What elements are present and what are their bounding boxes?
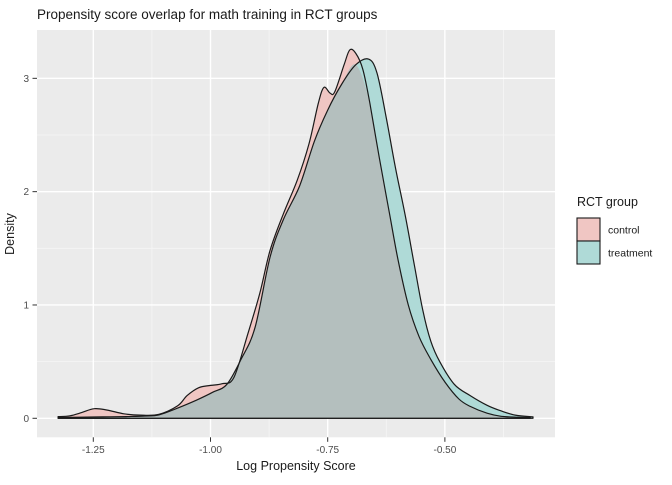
legend-label-treatment: treatment [608, 248, 652, 260]
treatment-density-outline [57, 58, 534, 419]
legend-key-treatment [576, 240, 601, 265]
legend-title: RCT group [577, 195, 638, 209]
x-tick-label: -1.00 [199, 445, 222, 456]
axis-tick-labels: -1.25 -1.00 -0.75 -0.50 0 1 2 3 [23, 74, 456, 456]
x-tick-label: -0.75 [316, 445, 339, 456]
overlap-density-fill [58, 64, 531, 419]
legend-key-control [576, 217, 601, 242]
legend-label-control: control [608, 225, 640, 237]
y-tick-label: 2 [23, 187, 29, 198]
x-tick-label: -0.50 [433, 445, 456, 456]
plot-title: Propensity score overlap for math traini… [37, 7, 378, 22]
density-areas [57, 48, 534, 419]
y-tick-label: 1 [23, 300, 29, 311]
y-tick-label: 3 [23, 74, 29, 85]
y-tick-label: 0 [23, 414, 29, 425]
legend: RCT group control treatment [576, 195, 652, 265]
y-axis-title: Density [3, 212, 17, 254]
x-tick-label: -1.25 [82, 445, 105, 456]
x-axis-title: Log Propensity Score [236, 459, 356, 473]
axis-ticks [32, 77, 446, 442]
